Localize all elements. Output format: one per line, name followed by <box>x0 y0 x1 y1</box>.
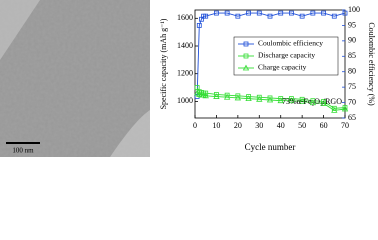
plot-frame <box>194 9 346 119</box>
marker <box>203 13 209 19</box>
x-tick-label: 10 <box>212 121 220 130</box>
x-tick-label: 70 <box>341 121 349 130</box>
marker <box>299 13 305 19</box>
x-tick-label: 40 <box>277 121 285 130</box>
marker <box>321 10 326 16</box>
y2-tick-label: 100 <box>348 5 360 14</box>
figure: 100 nm Specific capacity (mAh g⁻¹) Coulo… <box>0 0 376 157</box>
marker <box>246 10 251 16</box>
marker <box>202 92 209 99</box>
marker <box>256 95 263 102</box>
marker <box>245 95 252 102</box>
y-tick-label: 1200 <box>177 69 193 78</box>
marker <box>341 105 349 112</box>
marker <box>243 41 249 47</box>
marker <box>309 99 317 106</box>
marker <box>320 100 327 106</box>
micrograph: 100 nm <box>0 0 150 157</box>
y2-tick-label: 90 <box>348 36 356 45</box>
marker <box>256 10 262 16</box>
marker <box>234 94 242 101</box>
y2-tick-label: 95 <box>348 20 356 29</box>
marker <box>196 23 202 28</box>
marker <box>267 13 273 19</box>
marker <box>242 64 250 71</box>
legend-label: Discharge capacity <box>258 51 315 60</box>
marker <box>298 98 306 104</box>
marker <box>289 10 294 16</box>
y-axis-label: Specific capacity (mAh g⁻¹) <box>159 18 168 109</box>
marker <box>266 96 274 103</box>
y2-tick-label: 65 <box>348 113 356 122</box>
y-tick-label: 1600 <box>177 13 193 22</box>
marker <box>243 53 249 59</box>
x-tick-label: 0 <box>193 121 197 130</box>
scale-label: 100 nm <box>12 147 34 155</box>
legend-label: Coulombic efficiency <box>258 39 323 48</box>
marker <box>213 93 220 99</box>
y2-axis-label: Coulombic efficiency (%) <box>367 22 376 106</box>
marker <box>310 10 316 16</box>
y2-tick-label: 85 <box>348 51 356 60</box>
y2-tick-label: 80 <box>348 67 356 76</box>
x-tick-label: 20 <box>234 121 242 130</box>
y-tick-label: 1000 <box>177 96 193 105</box>
x-tick-label: 50 <box>298 121 306 130</box>
marker <box>277 97 284 104</box>
marker <box>235 13 241 19</box>
marker <box>342 10 348 16</box>
annotation: 73%α-Fe₂O₃/RGO <box>282 97 342 106</box>
marker <box>331 13 337 19</box>
marker <box>224 10 230 16</box>
marker <box>331 107 338 113</box>
marker <box>214 10 219 16</box>
x-tick-label: 60 <box>320 121 328 130</box>
marker <box>223 93 231 100</box>
y2-tick-label: 70 <box>348 97 356 106</box>
marker <box>278 10 284 16</box>
marker <box>288 97 295 104</box>
x-axis-label: Cycle number <box>245 142 296 152</box>
y2-tick-label: 75 <box>348 82 356 91</box>
marker <box>342 105 348 111</box>
x-tick-label: 30 <box>255 121 263 130</box>
legend-label: Charge capacity <box>258 63 307 72</box>
y-tick-label: 1400 <box>177 41 193 50</box>
